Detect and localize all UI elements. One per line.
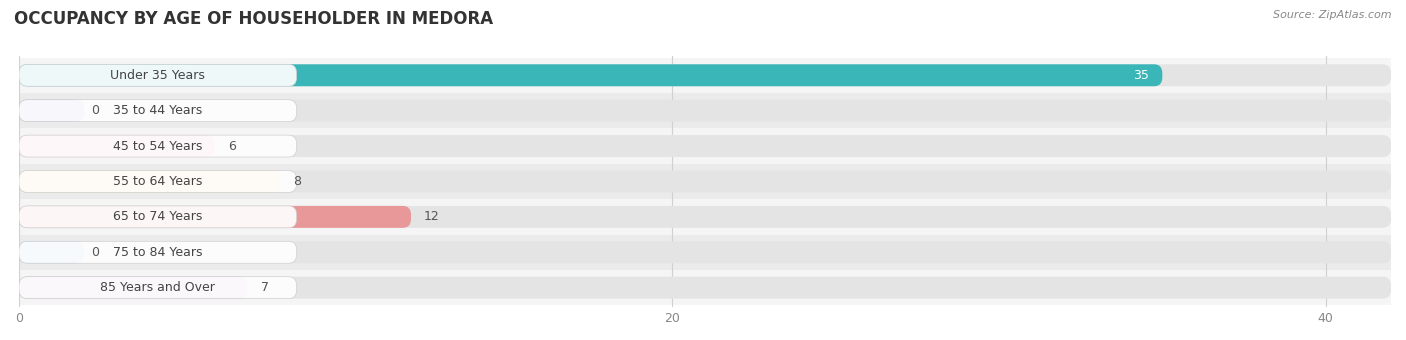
Text: 75 to 84 Years: 75 to 84 Years (112, 246, 202, 259)
Text: 35 to 44 Years: 35 to 44 Years (114, 104, 202, 117)
FancyBboxPatch shape (20, 206, 297, 228)
FancyBboxPatch shape (20, 241, 84, 263)
Bar (20, 235, 1391, 270)
FancyBboxPatch shape (20, 277, 247, 299)
Bar (20, 270, 1391, 305)
Text: 0: 0 (91, 104, 98, 117)
FancyBboxPatch shape (20, 135, 215, 157)
Text: 35: 35 (1133, 69, 1149, 82)
Bar (20, 93, 1391, 129)
Text: 8: 8 (294, 175, 301, 188)
FancyBboxPatch shape (20, 277, 297, 299)
Bar (20, 164, 1391, 199)
FancyBboxPatch shape (20, 206, 1391, 228)
Text: 6: 6 (228, 139, 236, 153)
FancyBboxPatch shape (20, 135, 297, 157)
Text: 85 Years and Over: 85 Years and Over (100, 281, 215, 294)
FancyBboxPatch shape (20, 170, 1391, 192)
Text: Source: ZipAtlas.com: Source: ZipAtlas.com (1274, 10, 1392, 20)
Text: Under 35 Years: Under 35 Years (111, 69, 205, 82)
Text: 0: 0 (91, 246, 98, 259)
FancyBboxPatch shape (20, 241, 1391, 263)
Bar (20, 199, 1391, 235)
FancyBboxPatch shape (20, 100, 1391, 122)
FancyBboxPatch shape (20, 64, 1163, 86)
Bar (20, 129, 1391, 164)
Text: 65 to 74 Years: 65 to 74 Years (112, 210, 202, 223)
FancyBboxPatch shape (20, 100, 84, 122)
Text: OCCUPANCY BY AGE OF HOUSEHOLDER IN MEDORA: OCCUPANCY BY AGE OF HOUSEHOLDER IN MEDOR… (14, 10, 494, 28)
Text: 12: 12 (425, 210, 440, 223)
FancyBboxPatch shape (20, 64, 1391, 86)
FancyBboxPatch shape (20, 100, 297, 122)
FancyBboxPatch shape (20, 241, 297, 263)
FancyBboxPatch shape (20, 277, 1391, 299)
FancyBboxPatch shape (20, 135, 1391, 157)
Bar (20, 57, 1391, 93)
Text: 7: 7 (260, 281, 269, 294)
FancyBboxPatch shape (20, 206, 411, 228)
Text: 45 to 54 Years: 45 to 54 Years (112, 139, 202, 153)
FancyBboxPatch shape (20, 64, 297, 86)
FancyBboxPatch shape (20, 170, 280, 192)
Text: 55 to 64 Years: 55 to 64 Years (112, 175, 202, 188)
FancyBboxPatch shape (20, 170, 297, 192)
